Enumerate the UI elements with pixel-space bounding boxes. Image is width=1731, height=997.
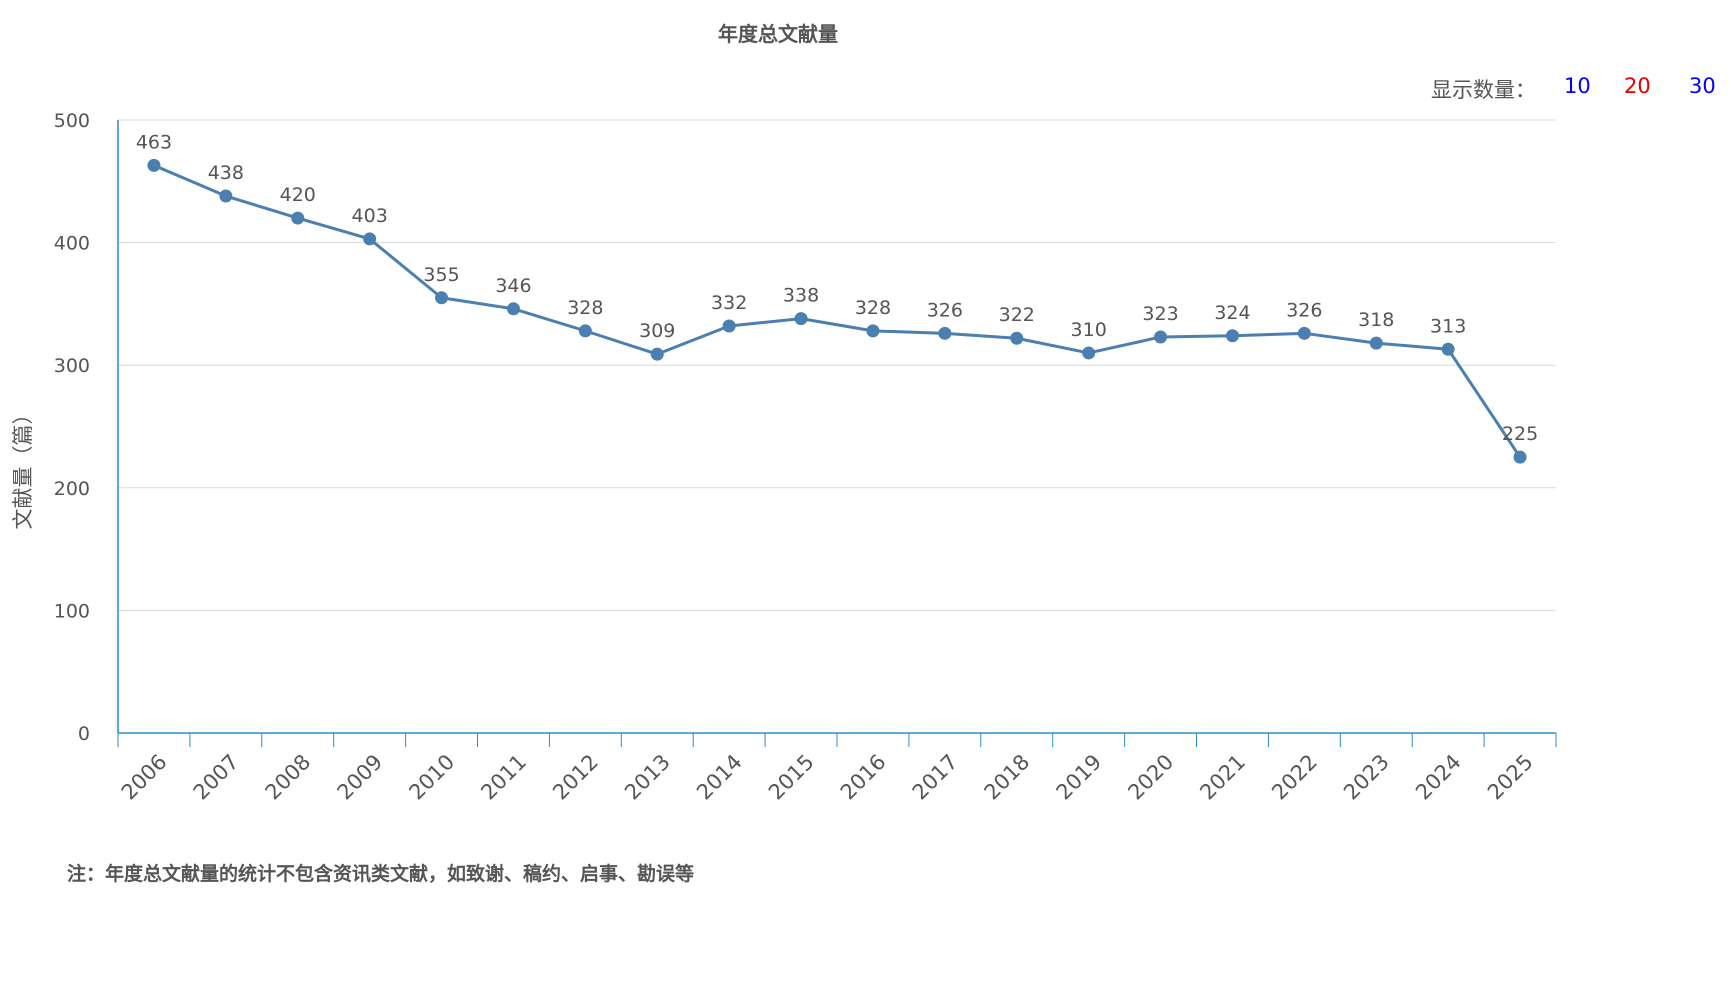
x-tick-label: 2010: [404, 750, 459, 805]
data-point: [1441, 342, 1455, 356]
y-axis-label: 文献量（篇）: [11, 404, 35, 530]
data-point: [219, 189, 233, 203]
data-label: 355: [423, 264, 459, 286]
data-label: 309: [639, 320, 675, 342]
data-label: 332: [711, 292, 747, 314]
data-point: [1369, 336, 1383, 350]
data-point: [506, 302, 520, 316]
data-label: 328: [855, 297, 891, 319]
x-tick-label: 2024: [1411, 750, 1466, 805]
y-tick-label: 0: [78, 723, 90, 745]
data-point: [722, 319, 736, 333]
x-tick-label: 2019: [1052, 750, 1107, 805]
data-point: [1513, 450, 1527, 464]
data-point: [938, 326, 952, 340]
x-tick-label: 2020: [1123, 750, 1178, 805]
data-point: [578, 324, 592, 338]
display-count-label: 显示数量：: [1431, 78, 1536, 102]
data-label: 225: [1502, 423, 1538, 445]
display-count-option-20[interactable]: 20: [1624, 74, 1651, 98]
data-label: 463: [136, 131, 172, 153]
data-label: 322: [999, 304, 1035, 326]
data-label: 324: [1214, 302, 1250, 324]
data-label: 420: [280, 184, 316, 206]
data-point: [147, 158, 161, 172]
data-label: 318: [1358, 309, 1394, 331]
display-count-option-30[interactable]: 30: [1689, 74, 1716, 98]
data-point: [435, 291, 449, 305]
data-label: 326: [1286, 299, 1322, 321]
data-label: 310: [1071, 319, 1107, 341]
data-point: [794, 312, 808, 326]
y-tick-label: 200: [54, 478, 90, 500]
y-tick-label: 300: [54, 355, 90, 377]
x-tick-label: 2021: [1195, 750, 1250, 805]
display-count-option-10[interactable]: 10: [1564, 74, 1591, 98]
x-tick-label: 2009: [333, 750, 388, 805]
x-tick-label: 2018: [980, 750, 1035, 805]
data-label: 323: [1142, 303, 1178, 325]
chart-title: 年度总文献量: [718, 22, 838, 46]
x-tick-label: 2013: [620, 750, 675, 805]
data-point: [1010, 331, 1024, 345]
data-label: 438: [208, 162, 244, 184]
x-tick-label: 2011: [476, 750, 531, 805]
display-count-selector: 显示数量： 10 20 30: [1431, 74, 1731, 104]
data-label: 338: [783, 285, 819, 307]
data-point: [1154, 330, 1168, 344]
data-point: [1225, 329, 1239, 343]
x-tick-label: 2017: [908, 750, 963, 805]
y-tick-label: 500: [54, 110, 90, 132]
x-tick-label: 2025: [1483, 750, 1538, 805]
x-tick-label: 2008: [261, 750, 316, 805]
x-tick-label: 2014: [692, 750, 747, 805]
footnote: 注：年度总文献量的统计不包含资讯类文献，如致谢、稿约、启事、勘误等: [67, 863, 695, 885]
series-line: [153, 163, 1522, 458]
y-tick-label: 400: [54, 233, 90, 255]
data-point: [866, 324, 880, 338]
data-point: [1082, 346, 1096, 360]
x-tick-label: 2015: [764, 750, 819, 805]
data-point: [363, 232, 377, 246]
x-tick-label: 2006: [117, 750, 172, 805]
y-tick-label: 100: [54, 600, 90, 622]
x-tick-label: 2007: [189, 750, 244, 805]
data-label: 346: [495, 275, 531, 297]
data-label: 326: [927, 299, 963, 321]
data-label: 313: [1430, 315, 1466, 337]
x-tick-label: 2022: [1267, 750, 1322, 805]
data-label: 403: [352, 205, 388, 227]
x-tick-label: 2023: [1339, 750, 1394, 805]
x-tick-label: 2016: [836, 750, 891, 805]
x-tick-label: 2012: [548, 750, 603, 805]
data-label: 328: [567, 297, 603, 319]
data-point: [291, 211, 305, 225]
data-point: [1297, 326, 1311, 340]
data-point: [650, 347, 664, 361]
